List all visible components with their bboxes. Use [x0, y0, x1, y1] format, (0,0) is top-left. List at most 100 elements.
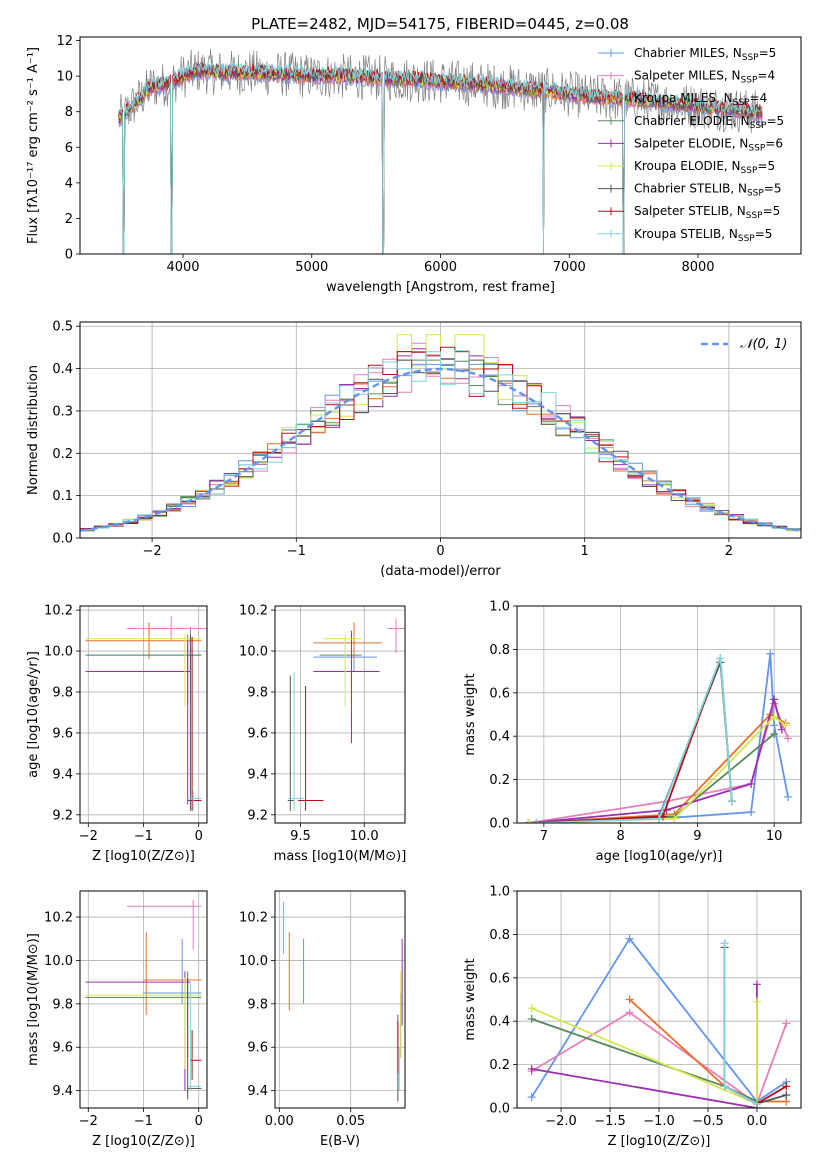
plot-area-mass-weight-vs-metallicity: [517, 891, 801, 1108]
x-tick-label: 1: [581, 544, 589, 559]
x-tick-label: −1: [287, 544, 306, 559]
weight-line-chabrier_stelib: [723, 947, 787, 1105]
x-axis-label: Z [log10(Z/Z⊙)]: [92, 1134, 195, 1149]
x-tick-label: 0.05: [336, 1114, 365, 1129]
axes-frame: [274, 890, 406, 1109]
errorbar-point-kroupa_stelib: [187, 982, 202, 1091]
y-tick-label: 10.2: [44, 911, 73, 926]
y-tick-label: 10.0: [239, 645, 268, 660]
histogram-step-kroupa_elodie: [80, 334, 801, 532]
x-axis-label: mass [log10(M/M⊙)]: [274, 849, 407, 864]
legend-label-salpeter_stelib: Salpeter STELIB, NSSP=5: [634, 204, 780, 221]
legend-label-subscript: SSP: [746, 211, 763, 221]
x-tick-label: 10.0: [350, 829, 379, 844]
plot-area-age-vs-metallicity: [80, 606, 207, 823]
normal-distribution-curve: [80, 367, 801, 532]
legend-label-chabrier_stelib: Chabrier STELIB, NSSP=5: [634, 182, 782, 199]
y-tick-label: 9.4: [52, 767, 73, 782]
chart-mass-vs-metallicity: −2 −1 0 9.4 9.6 9.8 10.0 10.2 Z [log10(Z/Z⊙)] mas…: [26, 890, 208, 1149]
x-axis-label: E(B-V): [320, 1134, 360, 1149]
plot-area-residual-histogram: [80, 322, 801, 538]
errorbar-point-kroupa_miles: [313, 622, 383, 660]
chart-age-vs-metallicity: −2 −1 0 9.2 9.4 9.6 9.8 10.0 10.2 Z [log10(Z/Z⊙)]…: [26, 604, 208, 864]
weight-marker: [782, 1082, 791, 1091]
axes-frame: [274, 605, 406, 824]
y-tick-label: 0.4: [52, 362, 73, 377]
y-tick-label: 9.6: [52, 726, 73, 741]
axes-frame: [516, 605, 802, 824]
weight-marker: [752, 980, 761, 989]
x-axis-label: Z [log10(Z/Z⊙)]: [608, 1134, 711, 1149]
y-tick-label: 10.2: [44, 604, 73, 619]
legend-label-suffix: =5: [759, 46, 777, 60]
y-tick-label: 9.4: [247, 1084, 268, 1099]
y-tick-label: 6: [65, 141, 73, 156]
chart-mass-weight-vs-age: 7 8 9 10 0.0 0.2 0.4 0.6 0.8 1.0 age [log10(age/yr…: [463, 600, 802, 864]
x-tick-label: −1: [134, 1114, 153, 1129]
y-tick-label: 9.4: [52, 1084, 73, 1099]
weight-marker: [720, 1082, 729, 1091]
x-axis-label: Z [log10(Z/Z⊙)]: [92, 849, 195, 864]
y-tick-label: 10: [56, 70, 73, 85]
weight-line-chabrier_elodie: [528, 733, 775, 823]
x-tick-label: 8: [616, 829, 624, 844]
x-tick-label: 6000: [424, 260, 457, 275]
legend-label-subscript: SSP: [738, 234, 755, 244]
x-tick-label: 0: [195, 829, 203, 844]
weight-marker: [766, 649, 775, 658]
y-tick-label: 0.4: [489, 1015, 510, 1030]
axes-frame: [516, 890, 802, 1109]
weight-marker: [527, 1064, 536, 1073]
y-tick-label: 0.0: [489, 817, 510, 832]
weight-marker: [770, 730, 779, 739]
legend-label-text: Kroupa ELODIE, N: [634, 159, 741, 173]
legend-label-text: Kroupa MILES, N: [634, 91, 733, 105]
x-tick-label: 2: [725, 544, 733, 559]
weight-marker: [625, 934, 634, 943]
plot-area-spectrum: [118, 48, 763, 254]
y-tick-label: 9.8: [247, 685, 268, 700]
weight-marker: [625, 995, 634, 1004]
weight-marker: [655, 814, 663, 823]
x-tick-label: −1: [134, 829, 153, 844]
errorbar-point-salpeter_elodie: [85, 640, 191, 805]
weight-marker: [747, 779, 756, 788]
histogram-step-chabrier_elodie: [80, 359, 801, 532]
x-tick-label: 0.00: [265, 1114, 294, 1129]
y-tick-label: 0.2: [489, 773, 510, 788]
y-tick-label: 9.6: [52, 1041, 73, 1056]
errorbar-point-salpeter_stelib: [297, 685, 324, 811]
legend-label-subscript: SSP: [741, 166, 758, 176]
weight-marker: [625, 1008, 634, 1017]
weight-marker: [782, 1090, 791, 1099]
errorbar-point-salpeter_miles: [126, 616, 207, 641]
x-tick-label: 0: [195, 1114, 203, 1129]
errorbar-point-kroupa_miles: [85, 622, 202, 660]
y-axis-label: age [log10(age/yr)]: [26, 651, 41, 778]
x-tick-label: 7: [540, 829, 548, 844]
plot-area-age-vs-mass: [275, 606, 405, 823]
errorbar-point-chabrier_stelib: [187, 977, 202, 1100]
x-tick-label: −1.5: [594, 1114, 626, 1129]
x-tick-label: 9.5: [290, 829, 311, 844]
y-tick-label: 0.0: [52, 532, 73, 547]
errorbar-point-kroupa_elodie: [85, 634, 202, 707]
legend-label-subscript: SSP: [741, 76, 758, 86]
y-tick-label: 9.8: [52, 997, 73, 1012]
errorbar-point-salpeter_stelib: [190, 1029, 202, 1080]
legend-label-kroupa_miles: Kroupa MILES, NSSP=4: [634, 91, 767, 108]
x-tick-label: 0.0: [747, 1114, 768, 1129]
y-tick-label: 4: [65, 176, 73, 191]
figure-title: PLATE=2482, MJD=54175, FIBERID=0445, z=0…: [251, 15, 629, 33]
y-axis-label: mass [log10(M/M⊙)]: [26, 933, 41, 1066]
y-tick-label: 0.2: [489, 1058, 510, 1073]
weight-marker: [782, 1019, 791, 1028]
y-tick-label: 0.1: [52, 489, 73, 504]
y-tick-label: 9.2: [52, 808, 73, 823]
y-tick-label: 0.5: [52, 320, 73, 335]
x-axis-label: wavelength [Angstrom, rest frame]: [326, 280, 555, 295]
plot-area-mass-vs-metallicity: [80, 891, 207, 1108]
x-tick-label: 10: [766, 829, 783, 844]
errorbar-point-kroupa_miles: [143, 932, 202, 1015]
weight-marker: [770, 712, 779, 721]
